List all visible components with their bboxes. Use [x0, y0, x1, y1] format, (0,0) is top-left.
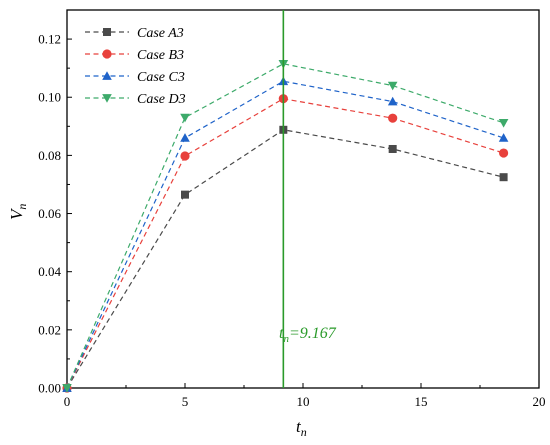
y-tick-label: 0.02 — [38, 322, 61, 337]
x-tick-label: 20 — [533, 394, 546, 409]
x-tick-label: 5 — [182, 394, 189, 409]
y-tick-label: 0.10 — [38, 90, 61, 105]
data-point — [388, 144, 397, 153]
y-axis-label-main: V — [7, 207, 26, 220]
legend-entry: Case A3 — [85, 26, 184, 41]
x-tick-label: 15 — [415, 394, 428, 409]
x-tick-label: 10 — [297, 394, 310, 409]
data-point — [180, 113, 190, 123]
legend-marker — [102, 49, 112, 59]
y-axis-label-sub: n — [15, 204, 29, 210]
legend-label: Case C3 — [137, 70, 185, 85]
series-line — [66, 80, 504, 389]
y-tick-label: 0.06 — [38, 206, 61, 221]
series-line — [66, 63, 504, 389]
data-point — [498, 133, 509, 142]
data-point — [62, 384, 72, 393]
data-point — [180, 133, 190, 142]
legend-entry: Case B3 — [85, 48, 184, 63]
series-1 — [63, 125, 508, 392]
data-point — [387, 81, 398, 91]
annotation-main: t — [279, 325, 284, 342]
legend-label: Case A3 — [137, 26, 184, 41]
legend-label: Case B3 — [137, 48, 184, 63]
data-point — [387, 96, 398, 106]
annotation-value: =9.167 — [289, 325, 337, 342]
legend-entry: Case D3 — [85, 92, 186, 107]
y-tick-label: 0.08 — [38, 148, 61, 163]
legend-marker — [102, 94, 112, 103]
y-axis-ticks: 0.00 0.02 0.04 0.06 0.08 0.10 0.12 — [38, 32, 72, 396]
data-point — [498, 118, 509, 128]
series-2 — [62, 94, 509, 393]
legend-marker — [102, 71, 112, 80]
vline-annotation: tn=9.167 — [279, 325, 337, 345]
x-axis-ticks: 0 5 10 15 20 — [64, 383, 546, 409]
data-point — [180, 151, 190, 161]
legend-label: Case D3 — [137, 92, 186, 107]
data-point — [499, 173, 508, 182]
x-axis-label-main: t — [296, 417, 302, 436]
annotation-sub: n — [283, 333, 289, 345]
y-tick-label: 0.12 — [38, 32, 61, 47]
y-tick-label: 0.00 — [38, 381, 61, 396]
x-axis-label-sub: n — [301, 425, 307, 439]
data-point — [181, 190, 189, 199]
x-tick-label: 0 — [64, 394, 71, 409]
y-axis-label: Vn — [7, 204, 29, 220]
legend-entry: Case C3 — [85, 70, 185, 85]
legend: Case A3 Case B3 Case C3 Case D3 — [85, 26, 186, 107]
x-axis-label: tn — [296, 417, 307, 439]
legend-marker — [103, 28, 111, 36]
data-point — [388, 113, 398, 123]
data-point — [499, 148, 509, 158]
y-tick-label: 0.04 — [38, 264, 61, 279]
